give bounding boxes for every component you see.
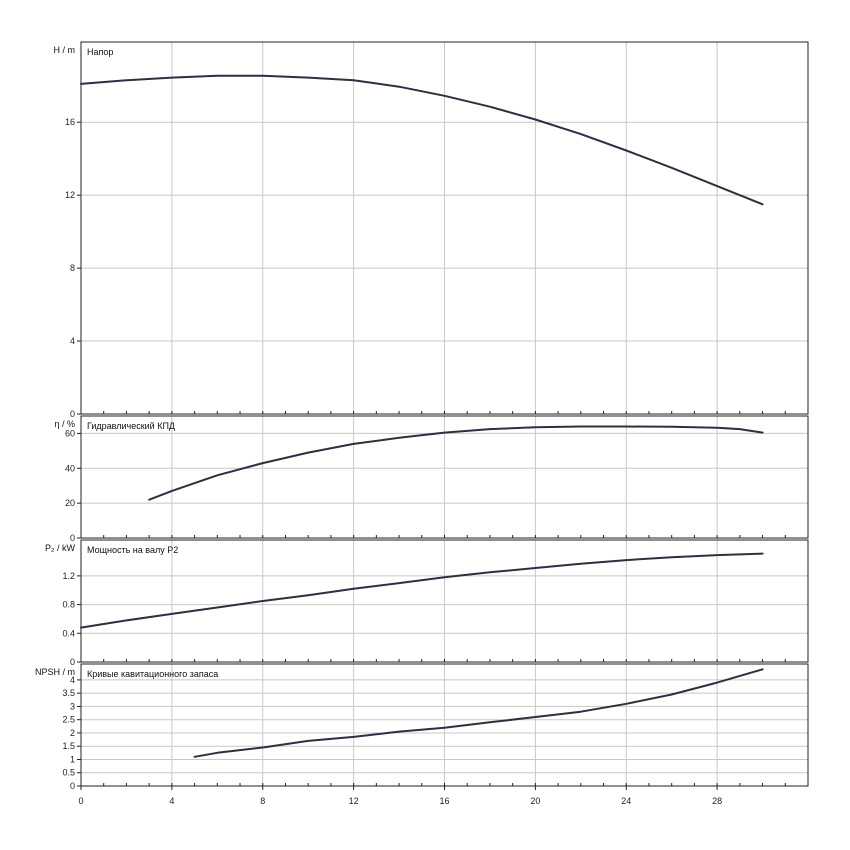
panel-title: Мощность на валу P2 <box>87 545 178 555</box>
y-tick-label: 12 <box>65 190 75 200</box>
panel-frame <box>80 415 809 539</box>
panel-title: Напор <box>87 47 113 57</box>
x-tick-label: 20 <box>530 796 540 806</box>
series-line <box>80 552 764 629</box>
y-tick-label: 0 <box>70 781 75 791</box>
y-tick-label: 0.4 <box>62 628 75 638</box>
y-tick-label: 8 <box>70 263 75 273</box>
x-tick-label: 16 <box>439 796 449 806</box>
y-axis-label: P₂ / kW <box>45 543 75 553</box>
y-tick-label: 3 <box>70 701 75 711</box>
y-axis-label: H / m <box>54 45 76 55</box>
x-tick-label: 24 <box>621 796 631 806</box>
x-tick-label: 4 <box>169 796 174 806</box>
y-axis-label: NPSH / m <box>35 667 75 677</box>
series-line <box>148 425 764 501</box>
y-tick-label: 0 <box>70 533 75 543</box>
x-tick-label: 0 <box>78 796 83 806</box>
y-tick-label: 3.5 <box>62 688 75 698</box>
y-tick-label: 1 <box>70 754 75 764</box>
panel-title: Гидравлический КПД <box>87 421 175 431</box>
y-tick-label: 40 <box>65 463 75 473</box>
series-line <box>193 668 764 758</box>
y-tick-label: 4 <box>70 336 75 346</box>
y-tick-label: 16 <box>65 117 75 127</box>
y-tick-label: 1.2 <box>62 571 75 581</box>
series-line <box>80 74 764 206</box>
y-tick-label: 2 <box>70 728 75 738</box>
y-axis-label: η / % <box>54 419 75 429</box>
y-tick-label: 1.5 <box>62 741 75 751</box>
y-tick-label: 0 <box>70 657 75 667</box>
y-tick-label: 20 <box>65 498 75 508</box>
x-tick-label: 8 <box>260 796 265 806</box>
y-tick-label: 60 <box>65 428 75 438</box>
panel-frame <box>80 539 809 663</box>
panel-title: Кривые кавитационного запаса <box>87 669 218 679</box>
panel-frame <box>80 41 809 415</box>
y-tick-label: 2.5 <box>62 715 75 725</box>
y-tick-label: 4 <box>70 675 75 685</box>
y-tick-label: 0 <box>70 409 75 419</box>
x-tick-label: 28 <box>712 796 722 806</box>
y-tick-label: 0.5 <box>62 768 75 778</box>
x-tick-label: 12 <box>349 796 359 806</box>
y-tick-label: 0.8 <box>62 600 75 610</box>
